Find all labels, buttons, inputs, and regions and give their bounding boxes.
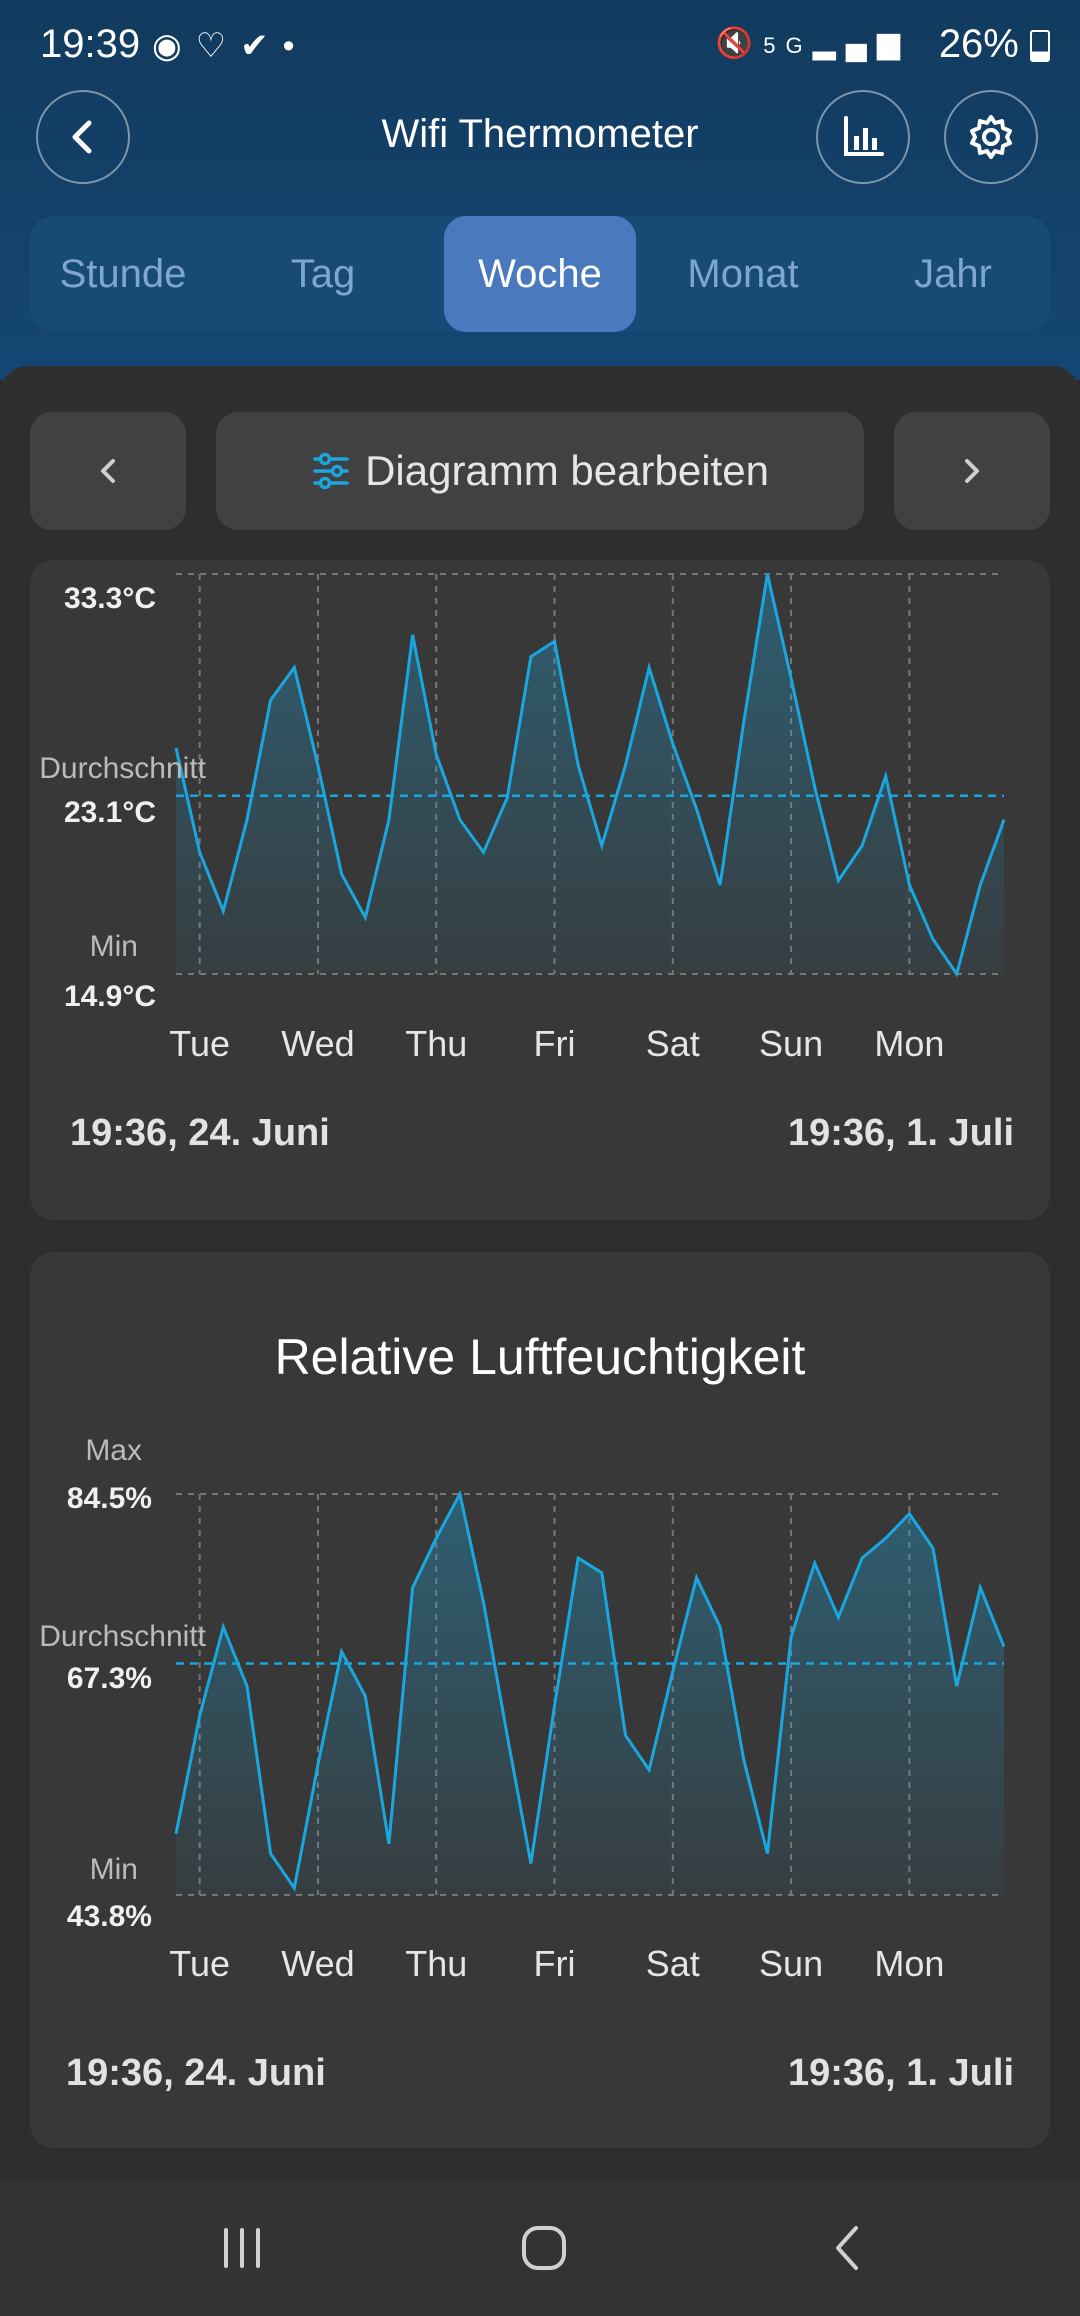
temperature-min-label: Min [90,930,138,963]
temperature-x-label-sat: Sat [646,1023,700,1064]
humidity-range-start: 19:36, 24. Juni [66,2052,326,2094]
page-title: Wifi Thermometer [381,112,699,156]
humidity-avg-value: 67.3% [67,1662,152,1695]
edit-chart-button[interactable]: Diagramm bearbeiten [216,412,864,530]
temperature-max-value: 33.3°C [64,582,156,615]
status-time: 19:39 [40,22,141,66]
chevron-left-icon [101,459,115,483]
temperature-range-end: 19:36, 1. Juli [787,1112,1014,1154]
status-left-icons: ◉♡✔• [152,26,309,66]
humidity-area [176,1494,1004,1895]
humidity-card: Relative Luftfeuchtigkeit Max 84.5% Durc… [30,1252,1050,2148]
system-nav-bar [0,2180,1080,2316]
tab-woche[interactable]: Woche [444,216,636,332]
temperature-x-label-fri: Fri [534,1023,576,1064]
temperature-x-label-sun: Sun [759,1023,823,1064]
recent-apps-icon [224,2228,260,2268]
humidity-range-end: 19:36, 1. Juli [787,2052,1014,2094]
dot-icon: • [282,27,309,65]
previous-period-button[interactable] [30,412,186,530]
humidity-line [174,1489,1006,1892]
temperature-x-label-wed: Wed [281,1023,354,1064]
humidity-x-label-thu: Thu [405,1943,467,1984]
humidity-avg-label: Durchschnitt [39,1620,206,1653]
chevron-left-icon [72,120,92,154]
system-back-button[interactable] [778,2180,918,2316]
signal-icon: ▂▄▆ [812,27,910,60]
gear-icon [970,115,1012,159]
back-arrow-icon [836,2226,858,2270]
health-icon: ♡ [195,27,241,65]
check-icon: ✔ [240,27,283,65]
tab-tag[interactable]: Tag [290,252,356,296]
temperature-area [176,574,1004,974]
temperature-min-value: 14.9°C [64,980,156,1013]
humidity-max-label: Max [85,1434,142,1467]
humidity-x-label-tue: Tue [169,1943,230,1984]
temperature-avg-label: Durchschnitt [39,752,206,785]
statistics-button[interactable] [816,90,910,184]
5g-icon: 5G [763,33,813,58]
temperature-line [174,573,1006,978]
humidity-x-label-wed: Wed [281,1943,354,1984]
battery-indicator: 26% [939,22,1050,67]
humidity-min-label: Min [90,1853,138,1886]
humidity-x-labels: Tue Wed Thu Fri Sat Sun Mon [169,1943,944,1984]
humidity-x-label-sun: Sun [759,1943,823,1984]
bar-chart-icon [844,116,884,156]
humidity-min-value: 43.8% [67,1900,152,1933]
edit-chart-label: Diagramm bearbeiten [365,447,769,494]
temperature-range-start: 19:36, 24. Juni [70,1112,330,1154]
humidity-x-label-fri: Fri [534,1943,576,1984]
temperature-x-label-tue: Tue [169,1023,230,1064]
temperature-card: 33.3°C Durchschnitt 23.1°C Min 14.9°C Tu… [30,560,1050,1220]
battery-icon [1030,30,1050,63]
status-bar: 19:39 ◉♡✔• 🔇5G▂▄▆ 26% [0,0,1080,96]
humidity-chart: Max 84.5% Durchschnitt 67.3% Min 43.8% T… [39,1434,1006,1984]
humidity-x-label-mon: Mon [874,1943,944,1984]
next-period-button[interactable] [894,412,1050,530]
tab-monat[interactable]: Monat [687,252,799,296]
humidity-max-value: 84.5% [67,1482,152,1515]
chevron-right-icon [965,459,979,483]
mute-icon: 🔇 [715,27,764,60]
temperature-x-label-mon: Mon [874,1023,944,1064]
home-icon [522,2226,566,2270]
home-button[interactable] [474,2180,614,2316]
temperature-x-label-thu: Thu [405,1023,467,1064]
temperature-avg-value: 23.1°C [64,796,156,829]
recent-apps-button[interactable] [172,2180,312,2316]
period-tabs: Stunde Tag Woche Monat Jahr [30,216,1050,332]
back-button[interactable] [36,90,130,184]
tab-stunde[interactable]: Stunde [59,252,187,296]
temperature-chart: 33.3°C Durchschnitt 23.1°C Min 14.9°C Tu… [39,573,1006,1064]
humidity-chart-title: Relative Luftfeuchtigkeit [274,1329,806,1385]
sliders-icon [313,452,349,490]
humidity-x-label-sat: Sat [646,1943,700,1984]
tab-jahr[interactable]: Jahr [914,252,992,296]
battery-percent: 26% [938,22,1019,66]
temperature-x-labels: Tue Wed Thu Fri Sat Sun Mon [169,1023,944,1064]
spotify-icon: ◉ [152,27,196,65]
settings-button[interactable] [944,90,1038,184]
status-right-icons: 🔇5G▂▄▆ [716,26,910,61]
